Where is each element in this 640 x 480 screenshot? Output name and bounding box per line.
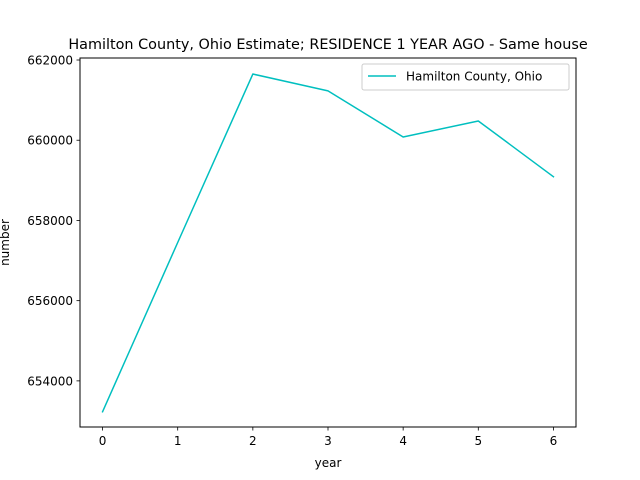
x-tick-label: 4 bbox=[399, 434, 407, 448]
x-tick-label: 0 bbox=[99, 434, 107, 448]
y-tick-label: 658000 bbox=[27, 214, 73, 228]
x-axis-label: year bbox=[315, 456, 342, 470]
x-axis-ticks: 0 1 2 3 4 5 6 bbox=[99, 427, 558, 448]
plot-area-frame bbox=[79, 57, 577, 428]
legend-box bbox=[361, 63, 570, 91]
y-tick-label: 656000 bbox=[27, 294, 73, 308]
x-tick-label: 5 bbox=[474, 434, 482, 448]
x-tick-label: 1 bbox=[174, 434, 182, 448]
y-tick-label: 654000 bbox=[27, 374, 73, 388]
series-line-hamilton-county bbox=[101, 73, 555, 413]
y-axis-ticks: 654000 656000 658000 660000 662000 bbox=[27, 54, 80, 388]
y-tick-label: 662000 bbox=[27, 54, 73, 68]
y-axis-label: number bbox=[0, 219, 12, 266]
y-tick-label: 660000 bbox=[27, 134, 73, 148]
legend-label: Hamilton County, Ohio bbox=[406, 70, 542, 84]
chart-title: Hamilton County, Ohio Estimate; RESIDENC… bbox=[68, 37, 588, 53]
x-tick-label: 6 bbox=[550, 434, 558, 448]
x-tick-label: 3 bbox=[324, 434, 332, 448]
x-tick-label: 2 bbox=[249, 434, 257, 448]
legend: Hamilton County, Ohio bbox=[361, 63, 570, 91]
